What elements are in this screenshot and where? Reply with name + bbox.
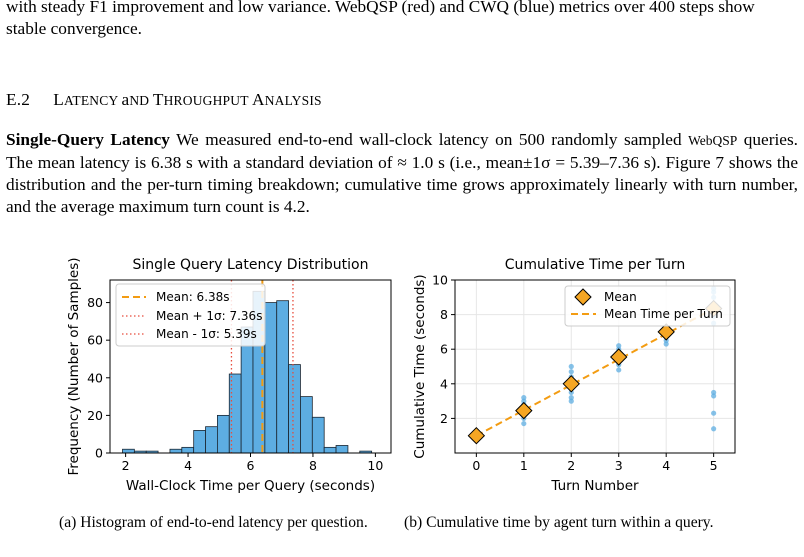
caption-a: (a) Histogram of end-to-end latency per … (59, 514, 368, 531)
body-paragraph: Single-Query Latency We measured end-to-… (6, 129, 798, 218)
section-title: LATENCY aND THROUGHPUT ANALYSIS (53, 90, 322, 109)
x-tick-label: 0 (472, 458, 480, 473)
y-tick-label: 4 (440, 376, 448, 391)
histogram-bar (193, 430, 206, 454)
histogram-bar (181, 446, 195, 454)
x-tick-label: 2 (567, 458, 575, 473)
y-tick-label: 0 (95, 446, 103, 461)
y-tick-label: 10 (432, 273, 448, 288)
y-tick-label: 2 (440, 411, 448, 426)
y-tick-label: 20 (87, 408, 103, 423)
histogram-bar (300, 396, 313, 454)
x-tick-label: 4 (184, 458, 192, 473)
cumulative-chart: 0 1 2 3 4 5 2 4 6 8 10 Cumulative Time per Turn Turn… (412, 257, 736, 494)
dataset-name: WebQSP (688, 133, 738, 148)
x-tick-label: 1 (520, 458, 528, 473)
legend: Mean Mean Time per Turn (564, 285, 731, 327)
sample-point (521, 395, 527, 401)
legend-box (564, 285, 731, 327)
sample-point (616, 367, 622, 373)
histogram-bar (276, 300, 289, 454)
mean-marker (515, 401, 533, 420)
trend-line (475, 307, 715, 437)
histogram-bar (205, 426, 218, 454)
legend-mean-label: Mean: 6.38s (156, 290, 230, 304)
histogram-bar (169, 448, 183, 454)
legend-minus-label: Mean - 1σ: 5.39s (156, 327, 257, 341)
x-tick-label: 6 (247, 458, 255, 473)
mean-marker (610, 348, 628, 366)
paragraph-lead: Single-Query Latency (6, 130, 170, 149)
mean-marker (467, 426, 486, 445)
sample-point (711, 426, 717, 432)
histogram-bar (264, 302, 278, 454)
intro-paragraph: with steady F1 improvement and low varia… (6, 0, 755, 38)
legend-mean-label: Mean (604, 290, 637, 304)
y-axis-label: Frequency (Number of Samples) (66, 257, 82, 475)
histogram-bar (311, 416, 325, 454)
sample-point (711, 389, 717, 396)
caption-b: (b) Cumulative time by agent turn within… (404, 514, 714, 531)
mean-marker (657, 323, 675, 341)
x-tick-label: 3 (615, 458, 623, 473)
y-tick-label: 60 (87, 333, 103, 348)
legend: Mean: 6.38s Mean + 1σ: 7.36s Mean - 1σ: 5.… (115, 283, 266, 347)
sample-point (568, 369, 574, 375)
y-tick-label: 8 (440, 307, 448, 322)
section-heading: E.2 LATENCY aND THROUGHPUT ANALYSIS (6, 90, 322, 110)
body-text-2: queries. The mean latency is 6.38 s with… (6, 130, 799, 216)
x-tick-label: 5 (710, 458, 718, 473)
histogram-bar (323, 446, 337, 454)
histogram-bar (335, 445, 349, 454)
x-tick-label: 2 (122, 458, 130, 473)
y-tick-label: 6 (440, 342, 448, 357)
histogram-bar (288, 364, 301, 454)
y-axis-label: Cumulative Time (seconds) (412, 274, 428, 458)
y-tick-label: 40 (87, 370, 103, 385)
legend-trend-label: Mean Time per Turn (604, 307, 723, 321)
plot-frame (454, 279, 736, 454)
mean-marker (562, 375, 580, 393)
sample-point (616, 343, 622, 349)
histogram-bar (122, 448, 135, 454)
histogram-chart: 2 4 6 8 10 0 20 40 60 80 Single Query Latency Dist… (66, 257, 392, 494)
legend-mean-swatch (574, 288, 592, 306)
x-axis-label: Turn Number (550, 478, 639, 494)
x-tick-label: 4 (662, 458, 670, 473)
body-text-1: We measured end-to-end wall-clock latenc… (169, 130, 689, 149)
sample-point (711, 410, 717, 416)
histogram-bar (217, 414, 230, 454)
legend-box (115, 283, 266, 347)
x-tick-label: 10 (367, 458, 383, 473)
sample-point (568, 363, 574, 370)
chart-title: Cumulative Time per Turn (505, 257, 685, 273)
sample-point (568, 395, 574, 401)
x-axis-label: Wall-Clock Time per Query (seconds) (126, 478, 375, 494)
legend-plus-label: Mean + 1σ: 7.36s (156, 309, 262, 323)
section-number: E.2 (6, 90, 31, 109)
chart-title: Single Query Latency Distribution (133, 257, 369, 273)
x-tick-label: 8 (309, 458, 317, 473)
y-tick-label: 80 (87, 295, 103, 310)
sample-point (521, 420, 527, 427)
